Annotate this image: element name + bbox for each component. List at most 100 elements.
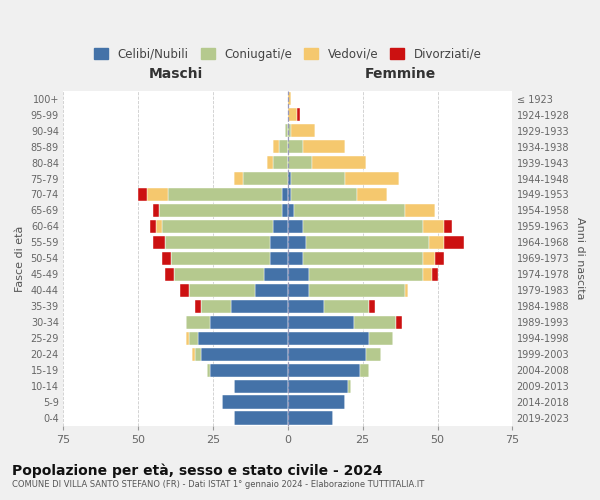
- Bar: [234, 412, 288, 424]
- Bar: [186, 316, 210, 328]
- Bar: [288, 236, 306, 249]
- Bar: [186, 332, 189, 344]
- Bar: [180, 284, 189, 297]
- Bar: [288, 172, 291, 185]
- Bar: [285, 124, 288, 137]
- Bar: [210, 364, 288, 376]
- Bar: [288, 396, 344, 408]
- Bar: [356, 188, 386, 201]
- Bar: [347, 380, 350, 392]
- Bar: [288, 92, 291, 105]
- Bar: [207, 364, 210, 376]
- Bar: [288, 268, 309, 281]
- Bar: [138, 188, 147, 201]
- Bar: [255, 284, 288, 297]
- Bar: [198, 332, 288, 344]
- Bar: [153, 204, 159, 217]
- Bar: [270, 236, 288, 249]
- Bar: [189, 284, 255, 297]
- Bar: [162, 252, 171, 265]
- Bar: [404, 204, 434, 217]
- Bar: [234, 380, 288, 392]
- Bar: [195, 300, 201, 313]
- Bar: [428, 236, 443, 249]
- Bar: [422, 268, 431, 281]
- Bar: [243, 172, 288, 185]
- Text: Femmine: Femmine: [364, 67, 436, 81]
- Bar: [443, 220, 452, 233]
- Bar: [156, 220, 162, 233]
- Bar: [162, 220, 273, 233]
- Y-axis label: Anni di nascita: Anni di nascita: [575, 217, 585, 300]
- Bar: [273, 156, 288, 169]
- Bar: [159, 204, 282, 217]
- Bar: [404, 284, 407, 297]
- Bar: [353, 316, 395, 328]
- Bar: [312, 156, 365, 169]
- Bar: [368, 332, 392, 344]
- Bar: [365, 348, 380, 360]
- Bar: [201, 348, 288, 360]
- Bar: [231, 300, 288, 313]
- Bar: [359, 364, 368, 376]
- Bar: [288, 348, 365, 360]
- Bar: [153, 236, 165, 249]
- Bar: [443, 236, 464, 249]
- Bar: [264, 268, 288, 281]
- Bar: [171, 252, 270, 265]
- Bar: [288, 284, 309, 297]
- Bar: [282, 204, 288, 217]
- Bar: [291, 172, 344, 185]
- Bar: [150, 220, 156, 233]
- Bar: [303, 140, 344, 153]
- Bar: [422, 252, 434, 265]
- Bar: [291, 124, 315, 137]
- Bar: [168, 188, 282, 201]
- Bar: [368, 300, 374, 313]
- Bar: [303, 252, 422, 265]
- Bar: [210, 316, 288, 328]
- Bar: [288, 124, 291, 137]
- Bar: [309, 268, 422, 281]
- Bar: [303, 220, 422, 233]
- Bar: [222, 396, 288, 408]
- Bar: [323, 300, 368, 313]
- Bar: [234, 172, 243, 185]
- Bar: [165, 268, 174, 281]
- Text: COMUNE DI VILLA SANTO STEFANO (FR) - Dati ISTAT 1° gennaio 2024 - Elaborazione T: COMUNE DI VILLA SANTO STEFANO (FR) - Dat…: [12, 480, 424, 489]
- Bar: [288, 364, 359, 376]
- Bar: [431, 268, 437, 281]
- Bar: [273, 220, 288, 233]
- Bar: [309, 284, 404, 297]
- Bar: [189, 332, 198, 344]
- Bar: [422, 220, 443, 233]
- Text: Popolazione per età, sesso e stato civile - 2024: Popolazione per età, sesso e stato civil…: [12, 464, 383, 478]
- Y-axis label: Fasce di età: Fasce di età: [15, 225, 25, 292]
- Bar: [288, 380, 347, 392]
- Bar: [267, 156, 273, 169]
- Bar: [434, 252, 443, 265]
- Legend: Celibi/Nubili, Coniugati/e, Vedovi/e, Divorziati/e: Celibi/Nubili, Coniugati/e, Vedovi/e, Di…: [89, 43, 486, 66]
- Bar: [288, 220, 303, 233]
- Bar: [195, 348, 201, 360]
- Bar: [297, 108, 300, 121]
- Bar: [288, 316, 353, 328]
- Bar: [174, 268, 264, 281]
- Bar: [288, 188, 291, 201]
- Bar: [288, 156, 312, 169]
- Bar: [273, 140, 279, 153]
- Bar: [270, 252, 288, 265]
- Bar: [282, 188, 288, 201]
- Bar: [279, 140, 288, 153]
- Bar: [288, 204, 294, 217]
- Bar: [288, 412, 332, 424]
- Bar: [201, 300, 231, 313]
- Bar: [288, 140, 303, 153]
- Bar: [288, 108, 297, 121]
- Bar: [344, 172, 398, 185]
- Bar: [192, 348, 195, 360]
- Bar: [306, 236, 428, 249]
- Bar: [291, 188, 356, 201]
- Bar: [395, 316, 401, 328]
- Bar: [288, 300, 323, 313]
